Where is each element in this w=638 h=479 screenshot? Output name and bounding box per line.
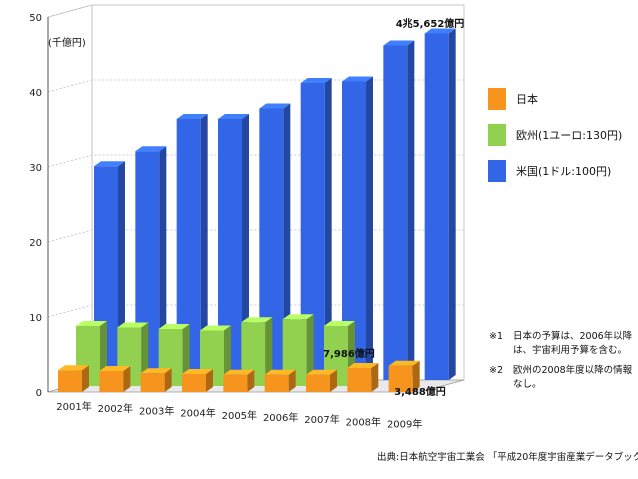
bar-japan-side: [123, 366, 131, 392]
legend-swatch-japan: [488, 88, 506, 110]
bar-europe-top: [117, 322, 149, 328]
bar-europe-top: [241, 317, 273, 323]
source-citation: 出典:日本航空宇宙工業会 「平成20年度宇宙産業データブック」: [377, 452, 638, 463]
bar-usa-side: [407, 40, 415, 380]
bar-japan-side: [247, 369, 255, 392]
bar-japan-top: [140, 368, 172, 374]
bar-usa-side: [200, 114, 208, 380]
legend-item-japan: 日本: [488, 88, 538, 110]
bar-europe-top: [158, 324, 190, 329]
bar-europe-top: [282, 314, 314, 320]
bar-usa-side: [366, 76, 373, 380]
legend-label-europe: 欧州(1ユーロ:130円): [516, 129, 623, 142]
bar-usa-top: [383, 40, 415, 46]
bar-japan: [58, 370, 82, 392]
bar-japan: [99, 371, 124, 392]
bar-japan: [264, 374, 289, 392]
bar-japan: [388, 365, 413, 392]
bar-usa-side: [283, 103, 291, 380]
bar-japan: [140, 373, 165, 392]
bar-japan-top: [182, 369, 213, 374]
bar-usa-top: [135, 146, 167, 152]
bar-europe-top: [324, 321, 355, 326]
bar-usa-side: [159, 146, 167, 380]
x-tick-label: 2008年: [346, 415, 381, 428]
bar-japan: [182, 374, 206, 392]
bar-europe-side: [306, 314, 314, 386]
data-label: 7,986億円: [323, 347, 375, 360]
bar-japan-side: [82, 365, 89, 392]
y-unit-label: (千億円): [48, 38, 86, 49]
footnote-1: ※1 日本の予算は、2006年以降は、宇宙利用予算を含む。: [489, 330, 638, 358]
gridline: [47, 229, 464, 243]
legend-label-usa: 米国(1ドル:100円): [516, 165, 612, 178]
bar-usa-side: [448, 28, 456, 380]
footnotes: ※1 日本の予算は、2006年以降は、宇宙利用予算を含む。 ※2 欧州の2008…: [489, 330, 638, 398]
bar-europe-side: [265, 317, 273, 386]
bar-japan-top: [347, 363, 379, 368]
bar-japan-top: [99, 366, 131, 371]
legend-swatch-usa: [488, 160, 506, 182]
bar-japan-top: [388, 360, 420, 366]
bar-usa-top: [342, 76, 373, 82]
footnote-1-text: 日本の予算は、2006年以降は、宇宙利用予算を含む。: [513, 331, 633, 356]
bar-japan-side: [206, 369, 213, 392]
y-tick-label: 20: [29, 238, 42, 249]
legend-swatch-europe: [488, 124, 506, 146]
bar-usa-side: [242, 114, 249, 380]
x-tick-label: 2003年: [139, 404, 174, 417]
x-tick-label: 2006年: [263, 411, 298, 424]
bar-japan: [223, 374, 248, 392]
bar-japan-side: [164, 368, 172, 392]
bar-usa-side: [324, 78, 332, 380]
x-tick-label: 2002年: [98, 402, 133, 415]
gridline: [47, 154, 464, 168]
footnote-2-mark: ※2: [489, 365, 504, 376]
bar-usa-top: [176, 114, 208, 119]
gridline: [47, 304, 464, 318]
footnote-1-mark: ※1: [489, 331, 504, 342]
x-tick-label: 2001年: [56, 400, 91, 413]
y-tick-label: 30: [29, 163, 42, 174]
bar-japan-side: [288, 369, 296, 392]
data-label: 3,488億円: [394, 385, 446, 398]
x-tick-label: 2009年: [387, 418, 422, 431]
footnote-2: ※2 欧州の2008年度以降の情報なし。: [489, 364, 638, 392]
bar-usa: [383, 45, 408, 380]
bar-japan-top: [264, 369, 296, 375]
bar-japan: [347, 368, 372, 392]
x-tick-label: 2004年: [180, 407, 215, 420]
bar-japan: [306, 374, 330, 392]
bar-usa-top: [300, 78, 332, 83]
bar-europe-top: [76, 321, 107, 326]
bar-usa-top: [218, 114, 249, 119]
legend-label-japan: 日本: [516, 93, 538, 106]
bar-usa-top: [259, 103, 291, 109]
bar-japan-side: [330, 369, 337, 392]
legend-item-europe: 欧州(1ユーロ:130円): [488, 124, 622, 146]
bar-japan-top: [223, 369, 255, 375]
y-tick-label: 40: [29, 88, 42, 99]
bar-usa-top: [94, 161, 125, 167]
bar-europe-top: [200, 325, 231, 331]
legend-item-usa: 米国(1ドル:100円): [488, 160, 611, 182]
gridline: [47, 79, 464, 93]
y-tick-label: 10: [29, 313, 42, 324]
data-label: 4兆5,652億円: [396, 17, 465, 30]
footnote-2-text: 欧州の2008年度以降の情報なし。: [513, 365, 633, 390]
x-tick-label: 2007年: [304, 413, 339, 426]
bar-usa-top: [424, 28, 456, 34]
y-tick-label: 50: [29, 13, 42, 24]
bar-japan-side: [412, 360, 420, 392]
bar-usa: [424, 33, 449, 380]
bar-japan-side: [371, 363, 379, 392]
bar-japan-top: [58, 365, 89, 371]
y-tick-label: 0: [36, 388, 42, 399]
gridline: [47, 4, 464, 18]
x-tick-label: 2005年: [222, 409, 257, 422]
bar-japan-top: [306, 369, 337, 375]
